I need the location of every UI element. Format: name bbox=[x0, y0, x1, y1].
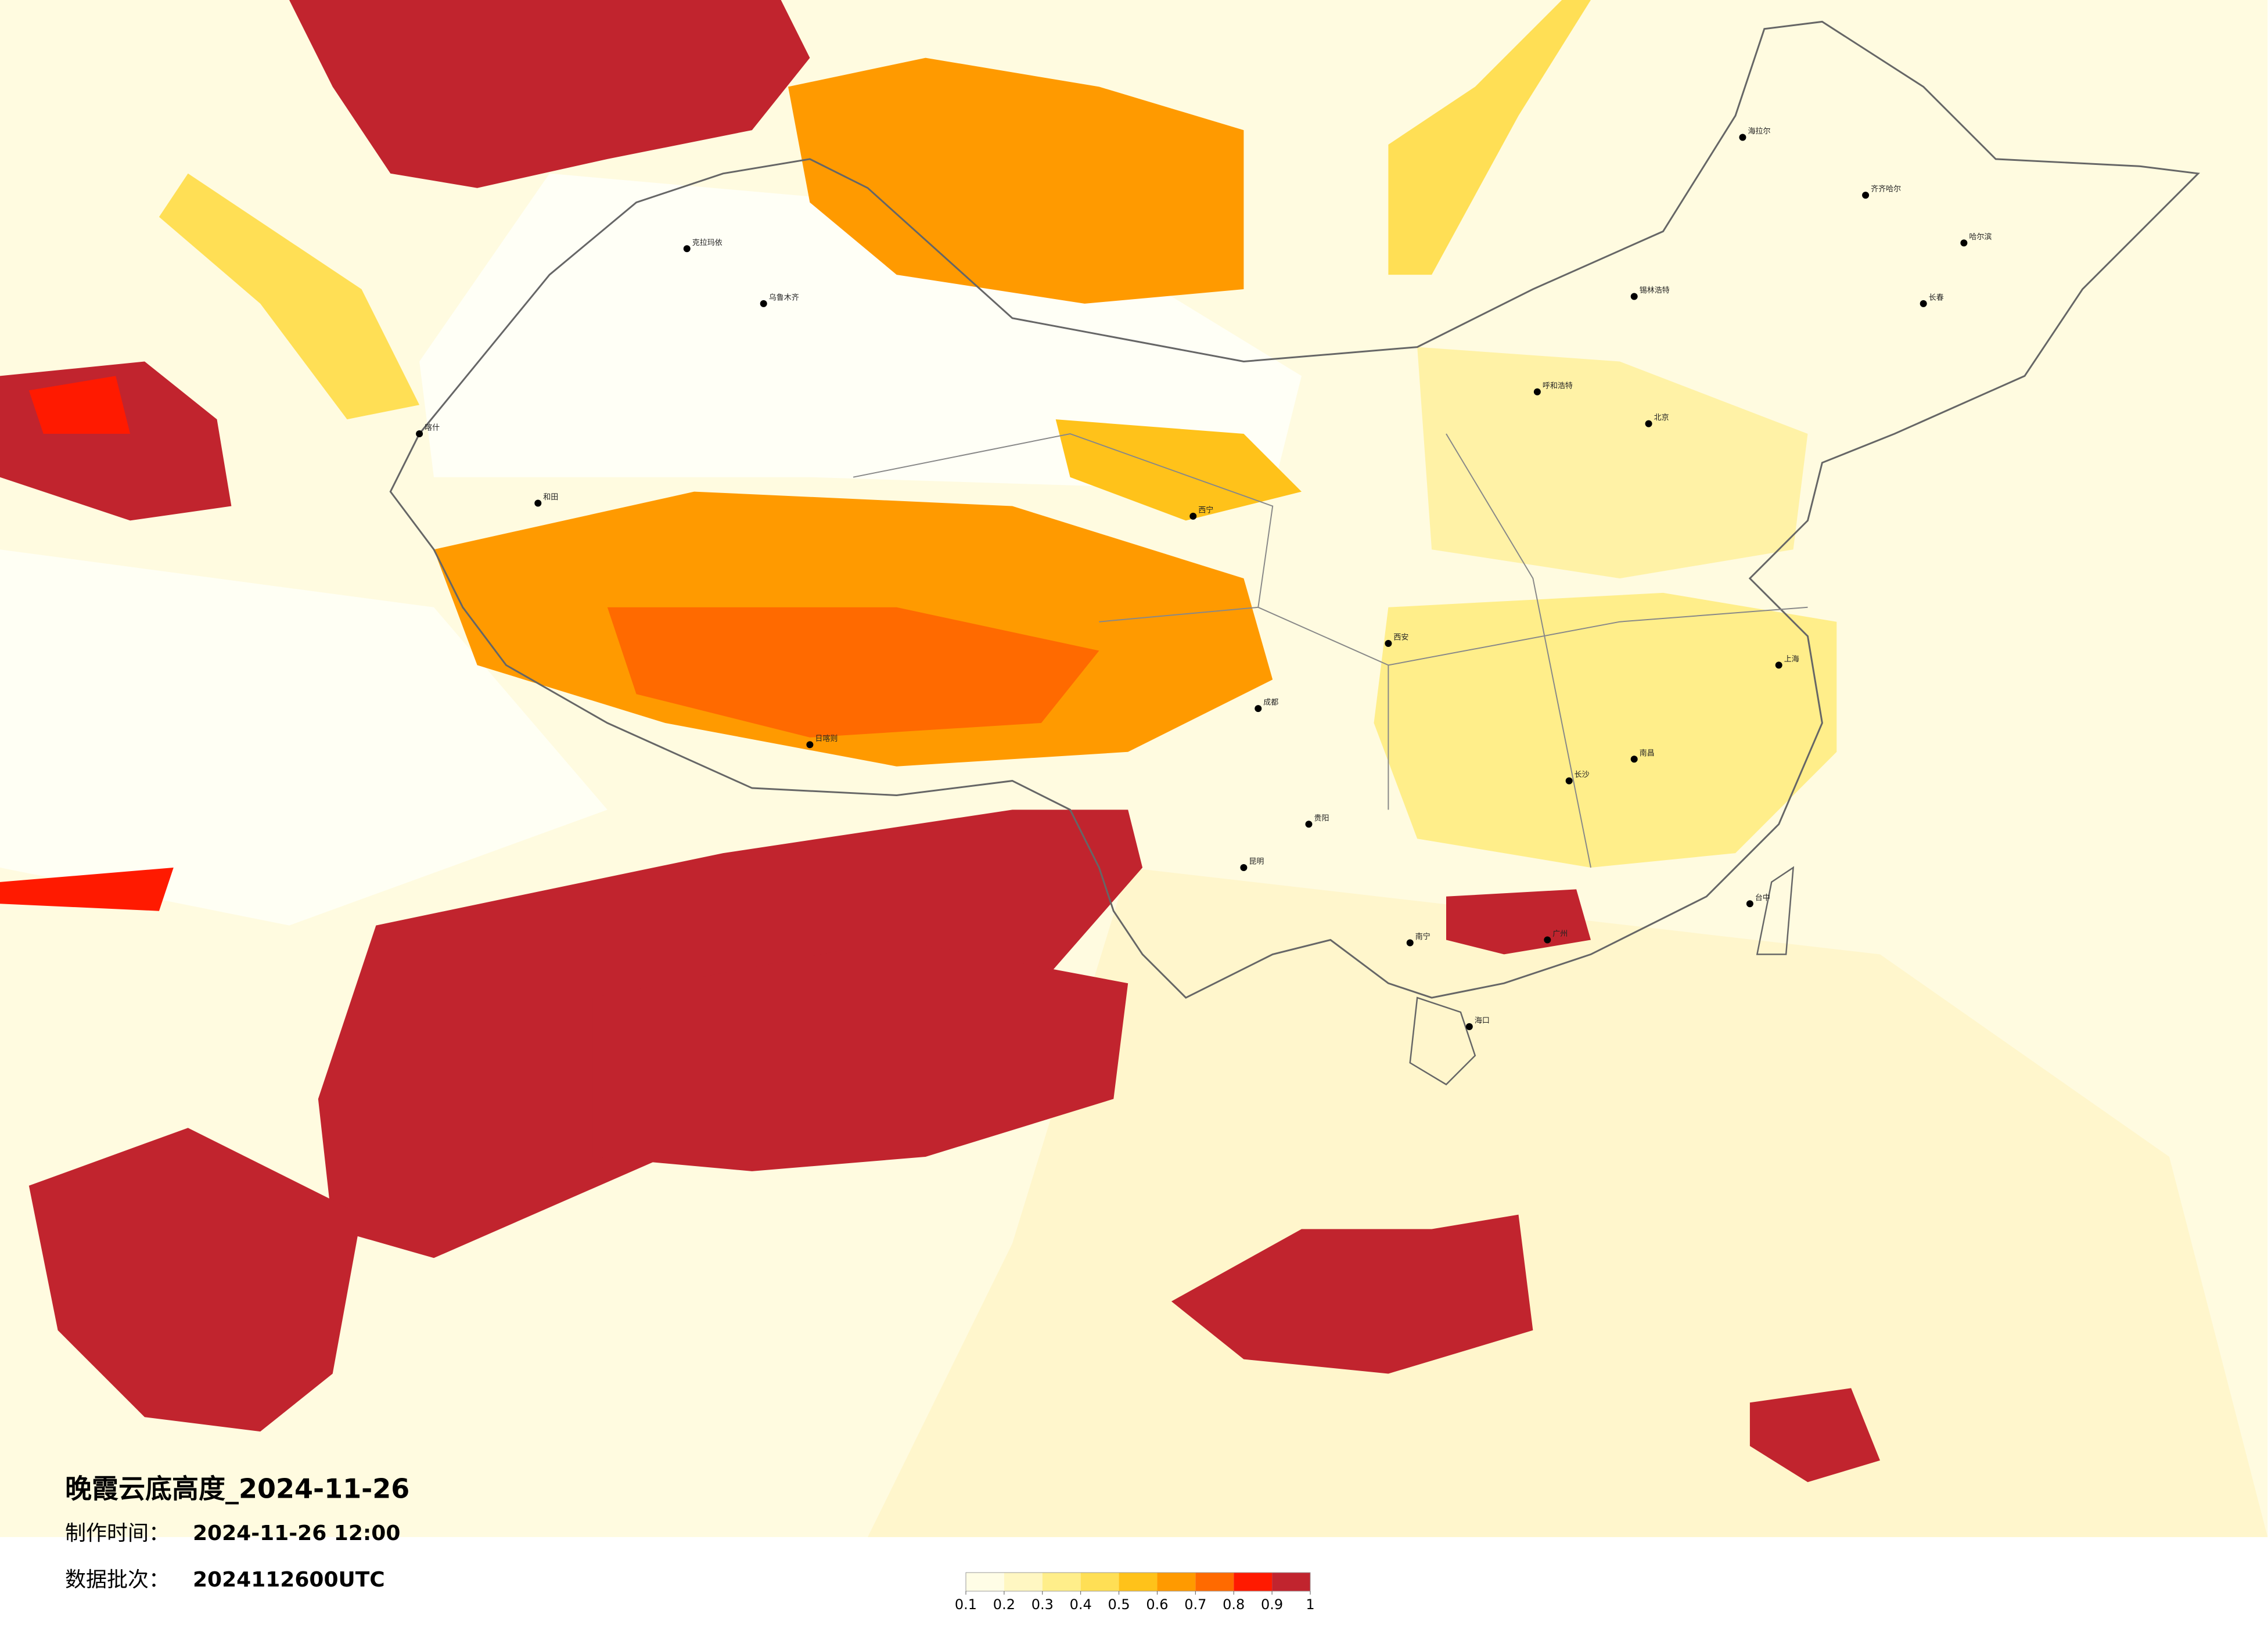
city-dot bbox=[1645, 420, 1652, 427]
dark-cloud bbox=[592, 940, 1128, 1171]
country-border bbox=[389, 20, 2201, 999]
dark-cloud bbox=[28, 1128, 362, 1432]
city-label: 成都 bbox=[1263, 699, 1278, 707]
dark-cloud bbox=[1171, 1214, 1533, 1374]
colorbar: 0.1 0.2 0.3 0.4 0.5 0.6 0.7 0.8 0.9 1 bbox=[955, 1572, 1315, 1613]
colorbar-tick-label: 0.3 bbox=[1031, 1596, 1054, 1613]
city-label: 广州 bbox=[1552, 930, 1568, 938]
city-label: 克拉玛依 bbox=[692, 239, 723, 247]
city-dot bbox=[1465, 1023, 1473, 1030]
yellow-region bbox=[1374, 592, 1837, 868]
colorbar-tick-label: 0.8 bbox=[1223, 1596, 1245, 1613]
city-dot bbox=[1544, 936, 1551, 944]
colorbar-bin bbox=[1004, 1573, 1043, 1591]
colorbar-tick-label: 0.1 bbox=[955, 1596, 977, 1613]
city-label: 西宁 bbox=[1198, 505, 1213, 515]
city-dot bbox=[683, 245, 691, 253]
city-dot bbox=[806, 741, 814, 749]
city-label: 锡林浩特 bbox=[1640, 286, 1670, 295]
city-dot bbox=[1862, 192, 1870, 199]
city-label: 和田 bbox=[543, 493, 558, 502]
city-dot bbox=[760, 300, 767, 307]
pale-patch bbox=[0, 549, 608, 926]
city-dot bbox=[1255, 705, 1262, 713]
red-cloud bbox=[0, 868, 174, 911]
colorbar-tick-label: 0.9 bbox=[1261, 1596, 1283, 1613]
city-dot bbox=[1189, 512, 1197, 520]
city-dot bbox=[1960, 239, 1968, 247]
dark-cloud bbox=[1446, 889, 1591, 955]
city-dot bbox=[1240, 864, 1248, 871]
map-title: 晚霞云底高度_2024-11-26 bbox=[65, 1473, 409, 1505]
red-cloud bbox=[28, 376, 131, 434]
city-label: 长沙 bbox=[1575, 771, 1590, 779]
yellow-patch bbox=[868, 868, 2268, 1537]
batch-value: 2024112600UTC bbox=[193, 1568, 385, 1592]
made-label: 制作时间： bbox=[65, 1521, 170, 1545]
yellow-region bbox=[1417, 347, 1808, 578]
colorbar-tick-label: 0.7 bbox=[1184, 1596, 1206, 1613]
city-dot bbox=[416, 430, 423, 437]
city-label: 北京 bbox=[1654, 413, 1669, 422]
dark-cloud bbox=[289, 0, 810, 188]
orange-band bbox=[607, 607, 1099, 738]
city-label: 喀什 bbox=[425, 423, 440, 433]
orange-band bbox=[1055, 419, 1302, 521]
city-dot bbox=[1565, 777, 1573, 785]
city-label: 上海 bbox=[1784, 655, 1799, 664]
colorbar-tick-label: 0.5 bbox=[1108, 1596, 1130, 1613]
island-border bbox=[1756, 866, 1795, 955]
colorbar-frame bbox=[965, 1572, 1311, 1592]
city-dot bbox=[1746, 900, 1753, 908]
colorbar-bin bbox=[1195, 1573, 1234, 1591]
province-border bbox=[853, 433, 1808, 868]
city-dot bbox=[1920, 300, 1927, 307]
city-dot bbox=[1775, 661, 1782, 669]
dark-cloud bbox=[1749, 1388, 1880, 1483]
city-label: 乌鲁木齐 bbox=[769, 293, 799, 302]
colorbar-bin bbox=[1234, 1573, 1273, 1591]
city-dot bbox=[1305, 821, 1313, 828]
city-dot bbox=[534, 499, 542, 507]
city-label: 哈尔滨 bbox=[1969, 232, 1992, 242]
colorbar-bin bbox=[1157, 1573, 1196, 1591]
city-label: 台中 bbox=[1755, 894, 1770, 902]
city-label: 昆明 bbox=[1249, 858, 1264, 866]
colorbar-tick-label: 0.2 bbox=[993, 1596, 1015, 1613]
colorbar-tick-label: 0.4 bbox=[1070, 1596, 1092, 1613]
made-value: 2024-11-26 12:00 bbox=[193, 1521, 400, 1545]
yellow-band bbox=[1388, 0, 1591, 275]
orange-band bbox=[788, 57, 1244, 304]
city-dot bbox=[1630, 756, 1638, 763]
batch-label: 数据批次： bbox=[65, 1568, 170, 1592]
colorbar-bin bbox=[966, 1573, 1004, 1591]
city-label: 海口 bbox=[1475, 1016, 1490, 1025]
city-label: 南宁 bbox=[1415, 932, 1430, 941]
city-label: 齐齐哈尔 bbox=[1871, 185, 1901, 194]
colorbar-bin bbox=[1080, 1573, 1119, 1591]
city-label: 呼和浩特 bbox=[1543, 382, 1573, 390]
colorbar-bin bbox=[1272, 1573, 1310, 1591]
island-border bbox=[1409, 997, 1476, 1086]
city-label: 海拉尔 bbox=[1748, 127, 1770, 136]
city-label: 长春 bbox=[1929, 293, 1944, 302]
colorbar-tick-label: 0.6 bbox=[1146, 1596, 1168, 1613]
city-dot bbox=[1739, 134, 1746, 141]
city-dot bbox=[1406, 939, 1414, 947]
city-dot bbox=[1630, 293, 1638, 300]
city-label: 贵阳 bbox=[1314, 814, 1329, 823]
colorbar-bin bbox=[1042, 1573, 1081, 1591]
city-label: 日喀则 bbox=[815, 734, 838, 743]
city-dot bbox=[1385, 640, 1392, 647]
map-field bbox=[0, 0, 2268, 1537]
colorbar-tick-label: 1 bbox=[1306, 1596, 1314, 1613]
city-dot bbox=[1533, 388, 1541, 395]
city-label: 南昌 bbox=[1640, 749, 1655, 758]
yellow-band bbox=[159, 173, 420, 420]
city-label: 西安 bbox=[1393, 634, 1408, 642]
colorbar-bin bbox=[1119, 1573, 1158, 1591]
